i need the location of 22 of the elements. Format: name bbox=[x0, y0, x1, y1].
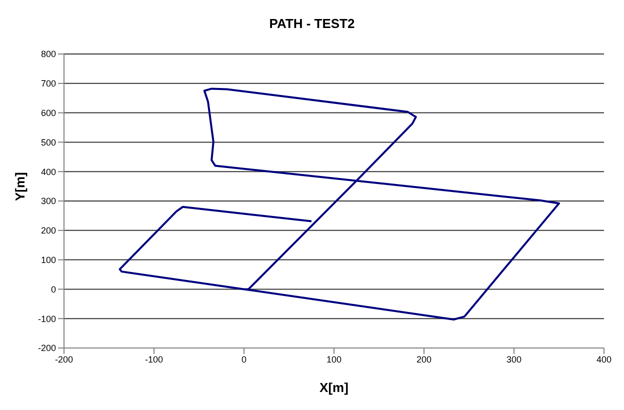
x-tick-label: -200 bbox=[54, 354, 74, 364]
y-tick-label: 100 bbox=[40, 254, 56, 265]
y-tick-label: 400 bbox=[40, 166, 56, 177]
y-tick-label: 500 bbox=[40, 137, 56, 148]
y-tick-label: 300 bbox=[40, 196, 56, 206]
y-tick-label: 200 bbox=[40, 226, 56, 236]
y-tick-label: 600 bbox=[40, 108, 56, 118]
x-tick-label: -100 bbox=[144, 354, 164, 364]
chart-title: PATH - TEST2 bbox=[268, 15, 356, 33]
x-axis-title: X[m] bbox=[320, 380, 348, 395]
y-tick-label: -100 bbox=[38, 314, 56, 324]
x-tick-label: 100 bbox=[326, 354, 342, 364]
line-series bbox=[118, 88, 560, 320]
y-axis-title: Y[m] bbox=[12, 172, 28, 201]
y-tick-label: 0 bbox=[50, 284, 56, 294]
x-tick-label: 200 bbox=[416, 354, 432, 364]
y-tick-label: 700 bbox=[40, 78, 56, 89]
x-tick-label: 400 bbox=[596, 354, 612, 364]
y-tick-label: -200 bbox=[38, 343, 56, 354]
x-tick-label: 0 bbox=[241, 354, 247, 364]
x-tick-label: 300 bbox=[506, 354, 522, 364]
y-tick-label: 800 bbox=[40, 49, 56, 60]
